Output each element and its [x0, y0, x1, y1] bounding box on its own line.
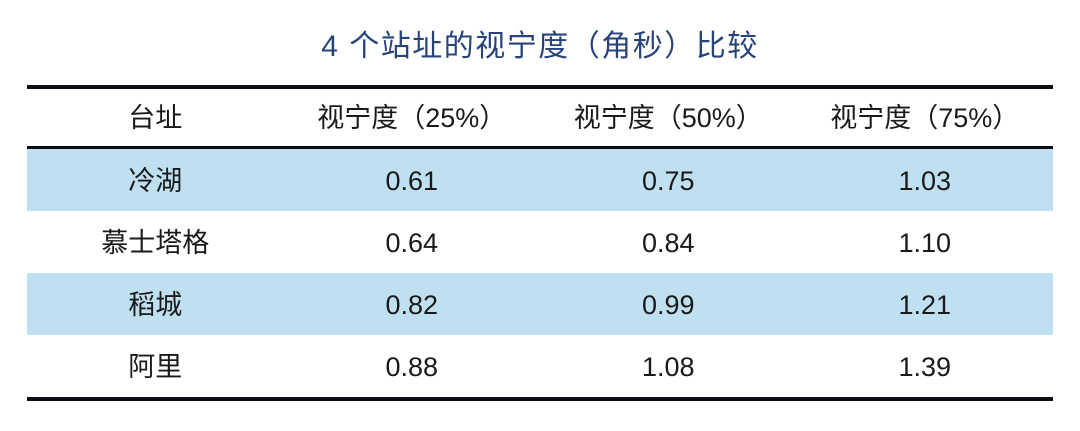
column-header-site: 台址 [128, 103, 183, 133]
table-row-ali: 阿里 0.88 1.08 1.39 [27, 335, 1053, 397]
seeing-75-value-cell: 1.39 [898, 351, 952, 382]
table-title: 4 个站址的视宁度（角秒）比较 [321, 29, 759, 63]
seeing-25-value-cell: 0.82 [385, 289, 439, 320]
column-header-seeing-75: 视宁度（75%） [830, 103, 1020, 133]
seeing-50-value-cell: 0.84 [641, 227, 695, 258]
site-name-cell: 慕士塔格 [101, 227, 210, 258]
seeing-25-value-cell: 0.88 [385, 351, 439, 382]
site-name-cell: 冷湖 [128, 165, 183, 196]
seeing-75-value-cell: 1.21 [898, 289, 952, 320]
seeing-25-value-cell: 0.64 [385, 227, 439, 258]
column-header-seeing-25: 视宁度（25%） [317, 103, 507, 133]
seeing-75-value-cell: 1.10 [898, 227, 952, 258]
column-header-seeing-50: 视宁度（50%） [573, 103, 763, 133]
seeing-50-value-cell: 1.08 [641, 351, 695, 382]
seeing-75-value-cell: 1.03 [898, 165, 952, 196]
seeing-comparison-table: 台址 视宁度（25%） 视宁度（50%） 视宁度（75%） 冷湖 0.61 0.… [27, 85, 1053, 401]
table-row-daocheng: 稻城 0.82 0.99 1.21 [27, 273, 1053, 335]
table-row-muztagh: 慕士塔格 0.64 0.84 1.10 [27, 211, 1053, 273]
seeing-50-value-cell: 0.75 [641, 165, 695, 196]
table-row-lenghu: 冷湖 0.61 0.75 1.03 [27, 149, 1053, 211]
table-header-row: 台址 视宁度（25%） 视宁度（50%） 视宁度（75%） [27, 89, 1053, 149]
site-name-cell: 稻城 [128, 289, 183, 320]
site-name-cell: 阿里 [128, 351, 183, 382]
seeing-25-value-cell: 0.61 [385, 165, 439, 196]
seeing-50-value-cell: 0.99 [641, 289, 695, 320]
